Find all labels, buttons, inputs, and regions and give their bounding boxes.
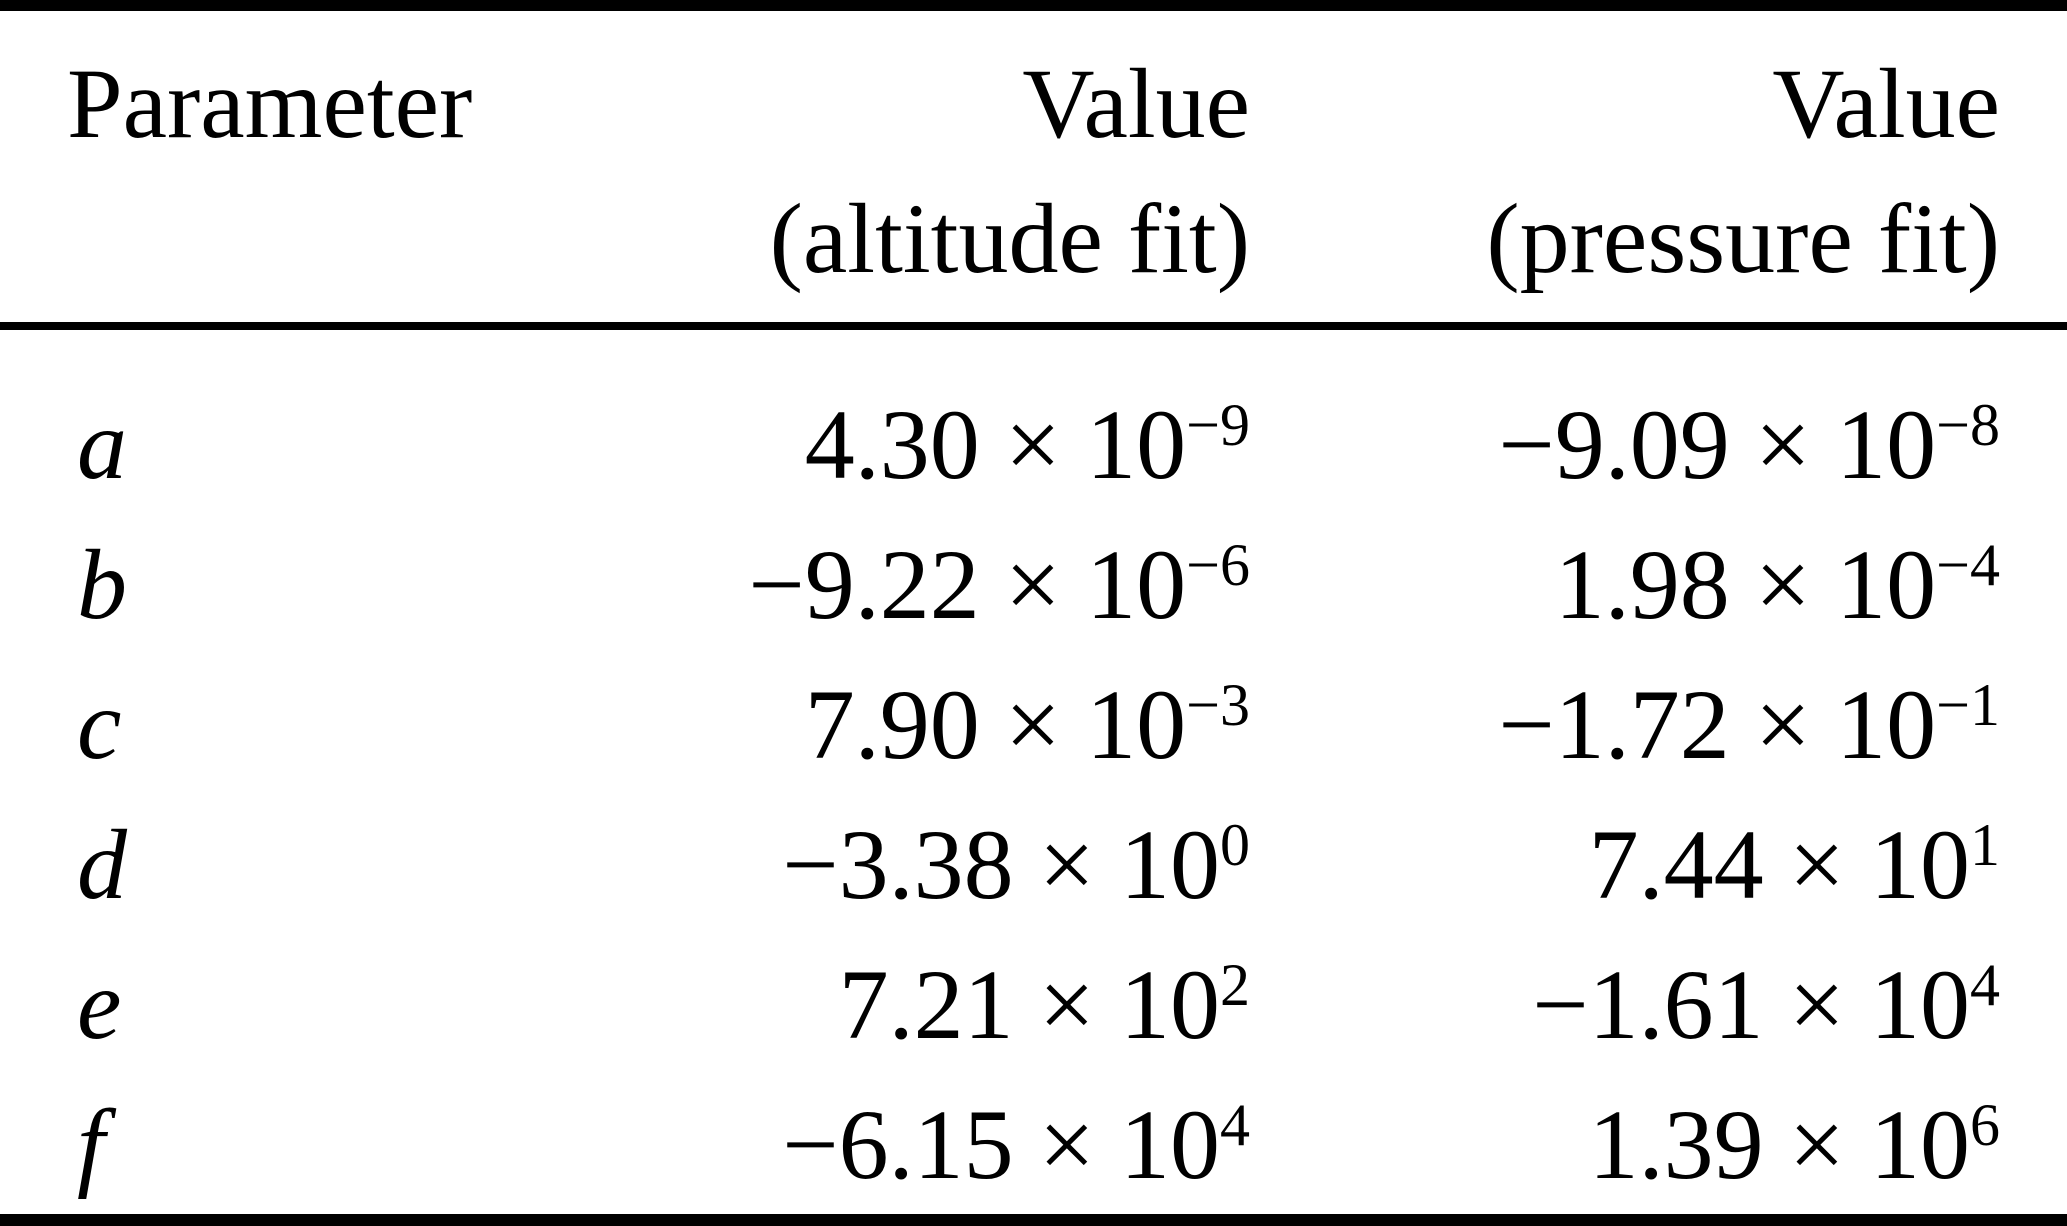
parameter-label: f	[77, 1089, 105, 1200]
altitude-value-mantissa: 7.21 × 10	[838, 949, 1220, 1060]
pressure-value-exponent: −1	[1936, 672, 2000, 738]
parameter-label: e	[77, 949, 122, 1060]
table-row: f −6.15 × 104 1.39 × 106	[0, 1075, 2067, 1215]
pressure-value-exponent: −4	[1936, 532, 2000, 598]
altitude-value-mantissa: −9.22 × 10	[748, 529, 1187, 640]
altitude-value-exponent: 0	[1220, 812, 1250, 878]
parameter-label: d	[77, 809, 127, 920]
table-top-rule	[0, 0, 2067, 11]
table-bottom-rule	[0, 1214, 2067, 1226]
table-row: a 4.30 × 10−9 −9.09 × 10−8	[0, 375, 2067, 515]
altitude-value-mantissa: −6.15 × 10	[782, 1089, 1220, 1200]
pressure-value-mantissa: −1.61 × 10	[1532, 949, 1970, 1060]
table-row: d −3.38 × 100 7.44 × 101	[0, 795, 2067, 935]
altitude-value-mantissa: 4.30 × 10	[804, 389, 1187, 500]
altitude-value-exponent: 2	[1220, 952, 1250, 1018]
column-header-pressure-line1: Value	[1772, 48, 2000, 159]
table-header-separator-rule	[0, 322, 2067, 330]
table-row: c 7.90 × 10−3 −1.72 × 10−1	[0, 655, 2067, 795]
column-header-pressure: Value (pressure fit)	[1250, 36, 2000, 306]
altitude-value: −6.15 × 104	[630, 1075, 1250, 1215]
altitude-value-exponent: −6	[1186, 532, 1250, 598]
altitude-value-mantissa: −3.38 × 10	[782, 809, 1220, 920]
altitude-value: 4.30 × 10−9	[630, 375, 1250, 515]
table-row: e 7.21 × 102 −1.61 × 104	[0, 935, 2067, 1075]
column-header-altitude: Value (altitude fit)	[630, 36, 1250, 306]
table-row: b −9.22 × 10−6 1.98 × 10−4	[0, 515, 2067, 655]
pressure-value-mantissa: 1.98 × 10	[1554, 529, 1937, 640]
parameter-label: a	[77, 389, 127, 500]
table-body: a 4.30 × 10−9 −9.09 × 10−8 b −9.22 × 10−…	[0, 330, 2067, 1215]
column-header-parameter: Parameter	[67, 48, 473, 159]
pressure-value-mantissa: 7.44 × 10	[1588, 809, 1970, 920]
pressure-value-exponent: 1	[1970, 812, 2000, 878]
altitude-value: −9.22 × 10−6	[630, 515, 1250, 655]
pressure-value: −9.09 × 10−8	[1250, 375, 2000, 515]
pressure-value-mantissa: −1.72 × 10	[1498, 669, 1937, 780]
pressure-value: 1.39 × 106	[1250, 1075, 2000, 1215]
pressure-value: −1.72 × 10−1	[1250, 655, 2000, 795]
altitude-value: 7.21 × 102	[630, 935, 1250, 1075]
pressure-value-exponent: −8	[1936, 392, 2000, 458]
altitude-value: −3.38 × 100	[630, 795, 1250, 935]
pressure-value-exponent: 6	[1970, 1092, 2000, 1158]
pressure-value-mantissa: 1.39 × 10	[1588, 1089, 1970, 1200]
column-header-altitude-line1: Value	[1022, 48, 1250, 159]
parameter-label: c	[77, 669, 122, 780]
pressure-value: −1.61 × 104	[1250, 935, 2000, 1075]
altitude-value-exponent: −3	[1186, 672, 1250, 738]
table-header-row: Parameter Value (altitude fit) Value (pr…	[0, 11, 2067, 322]
column-header-altitude-line2: (altitude fit)	[769, 183, 1250, 294]
pressure-value: 1.98 × 10−4	[1250, 515, 2000, 655]
altitude-value-exponent: −9	[1186, 392, 1250, 458]
parameter-label: b	[77, 529, 127, 640]
pressure-value-mantissa: −9.09 × 10	[1498, 389, 1937, 500]
pressure-value-exponent: 4	[1970, 952, 2000, 1018]
altitude-value: 7.90 × 10−3	[630, 655, 1250, 795]
column-header-pressure-line2: (pressure fit)	[1486, 183, 2000, 294]
pressure-value: 7.44 × 101	[1250, 795, 2000, 935]
altitude-value-mantissa: 7.90 × 10	[804, 669, 1187, 780]
altitude-value-exponent: 4	[1220, 1092, 1250, 1158]
